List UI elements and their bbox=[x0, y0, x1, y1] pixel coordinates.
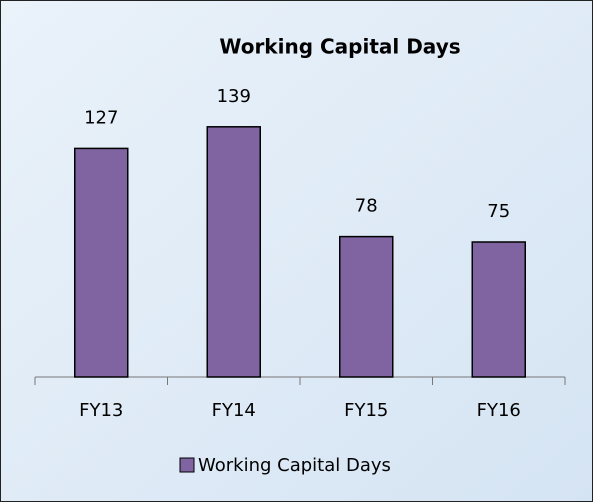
x-tick-label: FY14 bbox=[212, 400, 256, 421]
bar bbox=[206, 126, 261, 378]
data-label: 127 bbox=[84, 107, 118, 128]
bar bbox=[74, 147, 129, 378]
data-label: 75 bbox=[487, 201, 510, 222]
legend-label: Working Capital Days bbox=[198, 455, 391, 476]
chart-title: Working Capital Days bbox=[219, 35, 460, 59]
legend-swatch bbox=[179, 457, 195, 473]
x-tick-label: FY13 bbox=[79, 400, 123, 421]
data-label: 139 bbox=[217, 86, 251, 107]
x-tick-label: FY16 bbox=[477, 400, 521, 421]
data-label: 78 bbox=[355, 196, 378, 217]
bar bbox=[471, 241, 526, 378]
bar bbox=[339, 235, 394, 378]
x-tick-label: FY15 bbox=[344, 400, 388, 421]
